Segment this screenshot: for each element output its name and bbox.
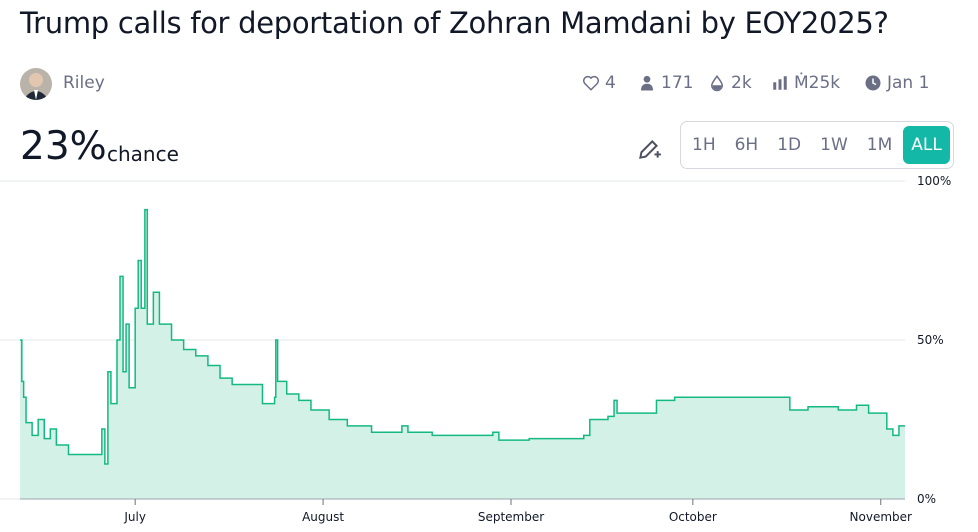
time-range-button[interactable]: 1M <box>866 135 893 155</box>
x-tick-label: November <box>850 510 912 524</box>
y-tick-label: 50% <box>917 333 944 347</box>
time-range-button[interactable]: 1D <box>777 135 802 155</box>
heart-icon <box>582 75 600 91</box>
y-tick-label: 100% <box>917 174 951 188</box>
time-range-selector: 1H 6H 1D 1W 1M ALL <box>680 121 954 169</box>
traders-count: 171 <box>661 73 694 93</box>
x-tick-label: October <box>669 510 717 524</box>
likes-count: 4 <box>605 73 616 93</box>
close-date-text: Jan 1 <box>887 73 930 93</box>
time-range-button[interactable]: 6H <box>734 135 759 155</box>
time-range-button[interactable]: 1W <box>820 135 848 155</box>
x-tick-label: September <box>478 510 544 524</box>
line <box>20 208 905 465</box>
volume-amount: Ṁ25k <box>794 73 841 93</box>
liquidity-amount: 2k <box>731 73 752 93</box>
likes[interactable]: 4 <box>582 73 616 93</box>
clock-icon <box>865 75 881 91</box>
edit-icon[interactable] <box>636 136 662 162</box>
close-date: Jan 1 <box>864 73 929 93</box>
traders: 171 <box>638 73 693 93</box>
avatar[interactable] <box>20 68 52 100</box>
x-tick-label: July <box>123 510 146 524</box>
time-range-button[interactable]: ALL <box>903 126 950 164</box>
liquidity: 2k <box>708 73 752 93</box>
bars-icon <box>773 76 787 90</box>
probability-label: chance <box>107 142 179 166</box>
person-icon <box>641 75 653 91</box>
probability: 23% <box>20 124 107 169</box>
droplet-icon <box>710 75 724 92</box>
author-name[interactable]: Riley <box>63 73 105 93</box>
time-range-button[interactable]: 1H <box>692 135 716 155</box>
volume: Ṁ25k <box>771 73 840 93</box>
area <box>20 209 905 499</box>
y-tick-label: 0% <box>917 492 936 506</box>
market-title: Trump calls for deportation of Zohran Ma… <box>20 6 889 40</box>
x-tick-label: August <box>302 510 344 524</box>
